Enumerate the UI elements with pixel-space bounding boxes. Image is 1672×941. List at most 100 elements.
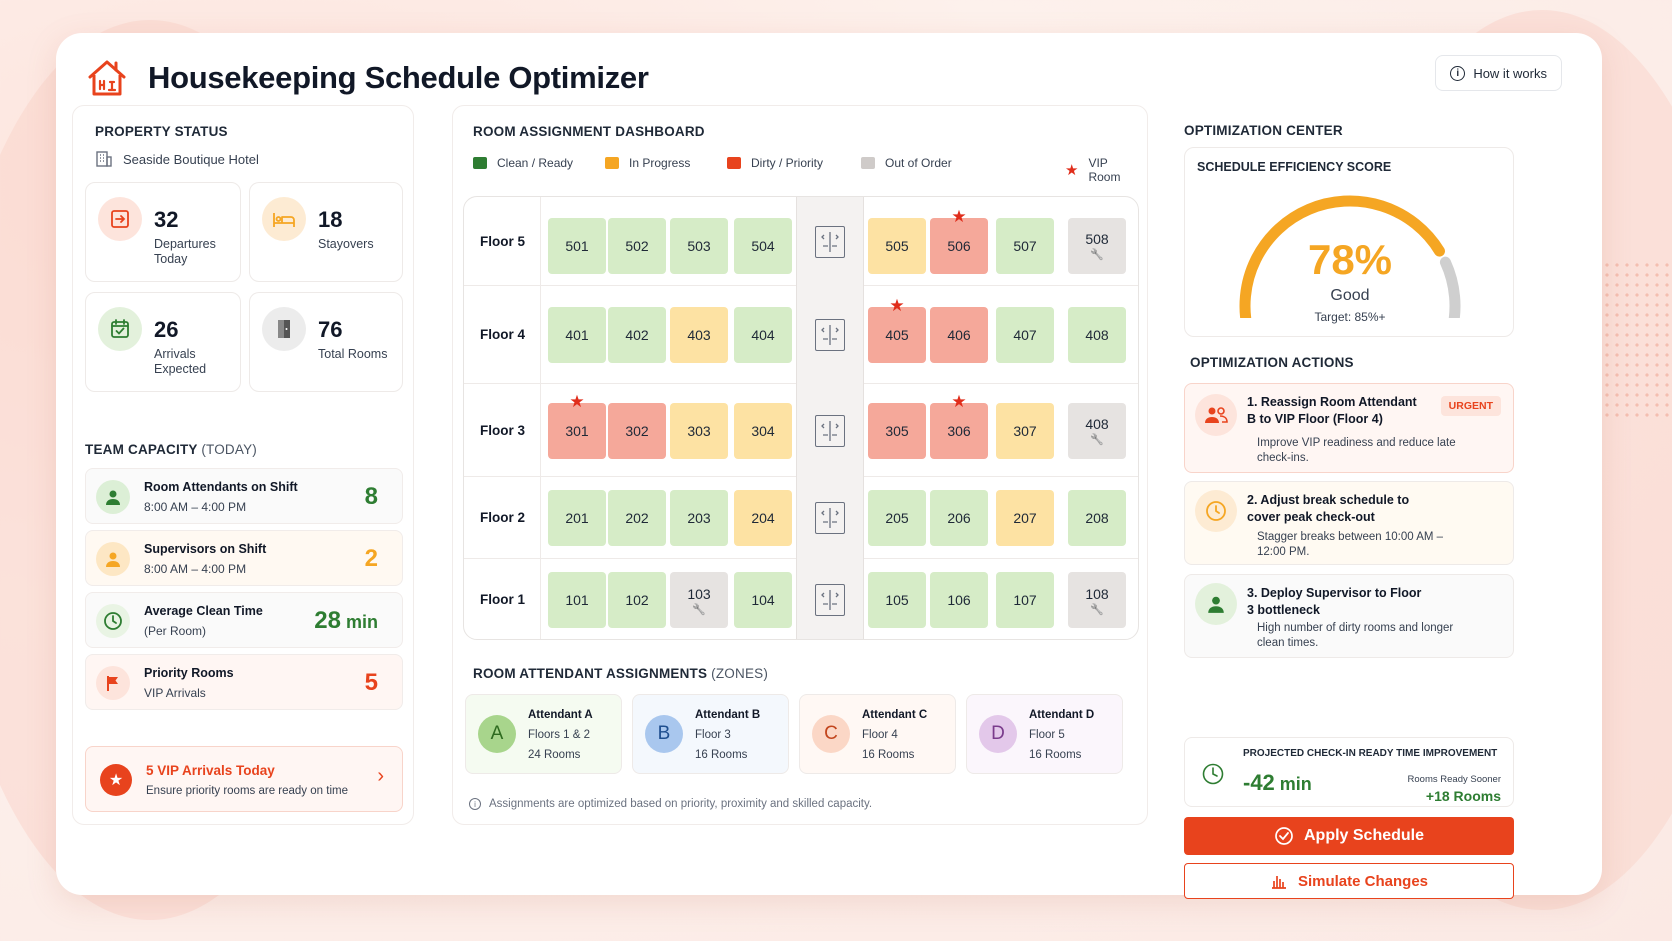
room-tile[interactable]: 405 ★ [868,297,926,363]
legend-clean: Clean / Ready [473,156,573,170]
supervisor-icon [96,542,130,576]
room-tile[interactable]: 508 🔧 [1068,217,1126,274]
vip-star-icon: ★ [951,391,967,411]
legend-ooo: Out of Order [861,156,952,170]
attendant-rooms: 16 Rooms [1029,749,1082,761]
efficiency-score-card: SCHEDULE EFFICIENCY SCORE 78% Good Targe… [1184,147,1514,337]
room-tile[interactable]: 201 [548,490,606,546]
room-number: 501 [565,237,589,254]
room-tile[interactable]: 106 [930,572,988,628]
vip-star-icon: ★ [889,296,905,315]
simulate-changes-label: Simulate Changes [1297,872,1429,890]
room-tile[interactable]: 408 [1068,307,1126,363]
room-tile[interactable]: 401 [548,307,606,363]
room-tile[interactable]: 107 [996,572,1054,628]
attendant-card[interactable]: C Attendant C Floor 4 16 Rooms [799,694,956,774]
room-number: 402 [625,327,649,343]
room-tile[interactable]: 207 [996,490,1054,546]
assignments-title-suffix: (ZONES) [711,666,769,681]
priority-sub: VIP Arrivals [144,686,206,700]
calendar-check-icon [98,307,142,351]
info-icon: i [1450,65,1466,81]
room-tile[interactable]: 307 [996,402,1054,459]
attendant-floors: Floor 4 [862,729,898,741]
team-capacity-title: TEAM CAPACITY (TODAY) [85,442,257,457]
legend-label: Clean / Ready [497,156,574,170]
arrivals-value: 26 [154,317,179,342]
room-number: 206 [947,510,971,526]
room-tile[interactable]: 305 [868,402,926,459]
room-tile[interactable]: 404 [734,307,792,363]
action-deploy-supervisor[interactable]: 3. Deploy Supervisor to Floor 3 bottlene… [1184,574,1514,658]
action-break-schedule[interactable]: 2. Adjust break schedule to cover peak c… [1184,481,1514,565]
room-tile[interactable]: 402 [608,307,666,363]
vip-arrivals-banner[interactable]: ★ 5 VIP Arrivals Today Ensure priority r… [85,746,403,812]
simulate-changes-button[interactable]: Simulate Changes [1184,863,1514,899]
attendant-name: Attendant A [528,709,593,721]
legend-progress: In Progress [605,156,690,170]
room-tile[interactable]: 206 [930,490,988,546]
room-tile[interactable]: 505 [868,217,926,274]
room-tile[interactable]: 205 [868,490,926,546]
room-tile[interactable]: 105 [868,572,926,628]
action-reassign[interactable]: 1. Reassign Room Attendant B to VIP Floo… [1184,383,1514,473]
room-tile[interactable]: 203 [670,490,728,546]
room-tile[interactable]: 407 [996,307,1054,363]
building-icon [96,151,112,167]
attendant-floors: Floor 5 [1029,729,1065,741]
attendants-value: 8 [364,483,378,510]
room-tile[interactable]: 406 [930,307,988,363]
check-circle-icon [1275,827,1293,845]
room-tile[interactable]: 306 ★ [930,393,988,459]
room-tile[interactable]: 101 [548,572,606,628]
room-tile[interactable]: 302 [608,402,666,459]
how-it-works-button[interactable]: i How it works [1435,55,1562,91]
room-tile[interactable]: 403 [670,307,728,363]
room-tile[interactable]: 208 [1068,490,1126,546]
vip-banner-title: 5 VIP Arrivals Today [146,763,275,778]
urgent-badge: URGENT [1440,396,1501,416]
legend-dirty: Dirty / Priority [727,156,823,170]
legend-label: VIP Room [1088,156,1121,184]
attendant-card[interactable]: B Attendant B Floor 3 16 Rooms [632,694,789,774]
room-tile[interactable]: 304 [734,402,792,459]
room-tile[interactable]: 204 [734,490,792,546]
star-icon: ★ [100,764,132,796]
room-tile[interactable]: 408 🔧 [1068,402,1126,459]
action-1-desc: Improve VIP readiness and reduce late ch… [1257,437,1456,464]
room-tile[interactable]: 503 [670,217,728,274]
room-number: 207 [1013,510,1037,526]
floor-grid: Floor 5 501 502 503 504 505 506 ★ 507 508 🔧 Floor 4… [463,196,1139,640]
attendant-floors: Floors 1 & 2 [528,729,590,741]
room-tile[interactable]: 507 [996,217,1054,274]
apply-schedule-button[interactable]: Apply Schedule [1184,817,1514,855]
room-tile[interactable]: 303 [670,402,728,459]
room-number: 305 [885,422,909,439]
room-tile[interactable]: 102 [608,572,666,628]
room-tile[interactable]: 301 ★ [548,393,606,459]
team-capacity-list: Room Attendants on Shift 8:00 AM – 4:00 … [85,468,403,716]
wrench-icon: 🔧 [1090,249,1104,261]
team-title-text: TEAM CAPACITY [85,442,198,457]
room-number: 306 [947,422,971,439]
room-tile[interactable]: 502 [608,217,666,274]
room-tile[interactable]: 506 ★ [930,208,988,274]
score-title: SCHEDULE EFFICIENCY SCORE [1197,160,1392,174]
stat-arrivals: 26 Arrivals Expected [85,292,241,392]
room-tile[interactable]: 504 [734,217,792,274]
room-tile[interactable]: 103 🔧 [670,572,728,628]
room-tile[interactable]: 501 [548,217,606,274]
attendant-name: Attendant D [1029,709,1095,721]
room-number: 201 [565,510,589,526]
attendant-card[interactable]: A Attendant A Floors 1 & 2 24 Rooms [465,694,622,774]
floor-label: Floor 1 [480,592,526,607]
room-tile[interactable]: 108 🔧 [1068,572,1126,628]
stayovers-label: Stayovers [318,237,374,251]
vip-banner-subtitle: Ensure priority rooms are ready on time [146,785,348,797]
property-stats: 32 Departures Today 18 Stayovers 26 Arri… [85,182,403,392]
attendant-card[interactable]: D Attendant D Floor 5 16 Rooms [966,694,1123,774]
room-tile[interactable]: 104 [734,572,792,628]
room-number: 502 [625,237,649,254]
score-target: Target: 85%+ [1314,310,1386,324]
room-tile[interactable]: 202 [608,490,666,546]
